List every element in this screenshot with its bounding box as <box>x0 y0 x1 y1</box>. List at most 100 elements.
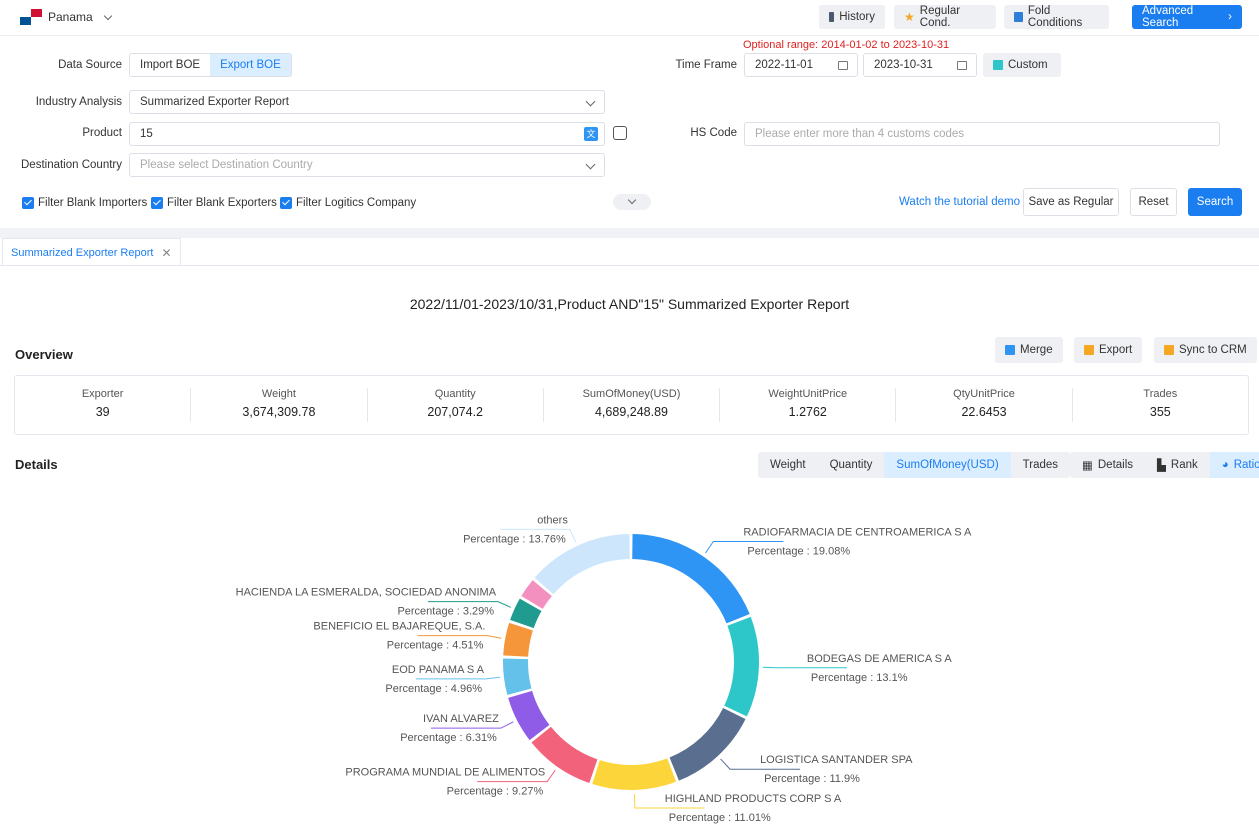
tab-rank-label: Rank <box>1170 459 1198 471</box>
slice-percentage-label: Percentage : 6.31% <box>400 732 497 744</box>
import-boe-option[interactable]: Import BOE <box>140 59 201 71</box>
donut-slice[interactable] <box>592 758 677 790</box>
chat-icon[interactable] <box>613 126 627 140</box>
table-icon: ▦ <box>1082 460 1093 472</box>
chevron-right-icon: › <box>1228 11 1232 23</box>
donut-slice[interactable] <box>669 708 746 781</box>
filter-label: Filter Blank Exporters <box>167 197 277 209</box>
pie-chart-icon: ◕ <box>1221 459 1229 471</box>
stat-label: QtyUnitPrice <box>953 388 1015 400</box>
slice-name-label: BENEFICIO EL BAJAREQUE, S.A. <box>313 621 485 633</box>
slice-percentage-label: Percentage : 11.01% <box>669 812 771 824</box>
donut-slice[interactable] <box>521 580 552 609</box>
custom-button[interactable]: Custom <box>983 53 1061 77</box>
stat-weight: Weight 3,674,309.78 <box>191 388 368 422</box>
stat-label: Exporter <box>81 388 124 400</box>
tab-rank[interactable]: ▙ Rank <box>1145 452 1210 478</box>
export-button[interactable]: Export <box>1074 337 1143 363</box>
stat-trades: Trades 355 <box>1073 388 1248 422</box>
checkbox-checked-icon <box>151 197 163 209</box>
report-title: 2022/11/01-2023/10/31,Product AND"15" Su… <box>409 296 850 312</box>
star-icon: ★ <box>904 10 915 24</box>
donut-slice[interactable] <box>632 534 750 624</box>
country-selector[interactable]: Panama <box>20 9 112 25</box>
slice-percentage-label: Percentage : 19.08% <box>747 545 850 557</box>
filter-blank-exporters-checkbox[interactable]: Filter Blank Exporters <box>151 197 277 209</box>
tutorial-link[interactable]: Watch the tutorial demo <box>899 196 1021 208</box>
stat-exporter: Exporter 39 <box>15 388 192 422</box>
view-tabs: ▦ Details ▙ Rank ◕ Ratio <box>1070 452 1259 478</box>
industry-analysis-select[interactable]: Summarized Exporter Report <box>129 90 605 114</box>
filter-blank-importers-checkbox[interactable]: Filter Blank Importers <box>22 197 147 209</box>
save-as-regular-button[interactable]: Save as Regular <box>1023 188 1119 216</box>
stat-sum-of-money: SumOfMoney(USD) 4,689,248.89 <box>544 388 721 422</box>
merge-label: Merge <box>1020 344 1053 356</box>
tab-details[interactable]: ▦ Details <box>1070 452 1145 478</box>
regular-cond-label: Regular Cond. <box>919 5 961 29</box>
advanced-search-label: Advanced Search <box>1142 5 1194 29</box>
donut-slice[interactable] <box>503 658 532 695</box>
slice-percentage-label: Percentage : 4.51% <box>387 640 484 652</box>
stat-label: SumOfMoney(USD) <box>582 388 681 400</box>
donut-slice[interactable] <box>531 726 598 784</box>
tab-quantity[interactable]: Quantity <box>829 459 873 471</box>
tab-ratio[interactable]: ◕ Ratio <box>1209 452 1259 478</box>
export-icon <box>1084 345 1094 355</box>
donut-slice[interactable] <box>534 534 630 595</box>
history-button[interactable]: History <box>819 5 885 29</box>
tab-sum-of-money[interactable]: SumOfMoney(USD) <box>884 452 1011 478</box>
product-input[interactable]: 15 文 <box>129 122 605 146</box>
filter-label: Filter Blank Importers <box>38 197 148 209</box>
tab-trades[interactable]: Trades <box>1022 459 1059 471</box>
stat-value: 22.6453 <box>961 405 1007 419</box>
stat-label: Quantity <box>434 388 476 400</box>
donut-slice[interactable] <box>508 690 550 741</box>
label-leader-line <box>428 601 512 608</box>
bar-chart-icon: ▙ <box>1157 460 1166 472</box>
slice-percentage-label: Percentage : 13.76% <box>463 533 566 545</box>
optional-range: Optional range: 2014-01-02 to 2023-10-31 <box>743 39 950 51</box>
slice-percentage-label: Percentage : 4.96% <box>385 683 482 695</box>
fold-conditions-button[interactable]: Fold Conditions <box>1004 5 1109 29</box>
stat-value: 4,689,248.89 <box>594 405 668 419</box>
export-boe-option[interactable]: Export BOE <box>210 54 291 76</box>
date-to-input[interactable]: 2023-10-31 <box>863 53 977 77</box>
chevron-down-icon <box>103 11 112 20</box>
slice-percentage-label: Percentage : 3.29% <box>397 606 494 618</box>
sync-crm-button[interactable]: Sync to CRM <box>1154 337 1257 363</box>
custom-label: Custom <box>1008 59 1048 71</box>
hs-code-input[interactable]: Please enter more than 4 customs codes <box>744 122 1220 146</box>
label-leader-line <box>430 721 514 729</box>
industry-analysis-value: Summarized Exporter Report <box>140 96 289 108</box>
slice-name-label: PROGRAMA MUNDIAL DE ALIMENTOS <box>345 767 545 779</box>
overview-title: Overview <box>15 347 73 362</box>
advanced-search-button[interactable]: Advanced Search › <box>1132 5 1242 29</box>
filter-label: Filter Logitics Company <box>296 197 417 209</box>
reset-button[interactable]: Reset <box>1130 188 1177 216</box>
metric-tabs: Weight Quantity SumOfMoney(USD) Trades <box>758 452 1071 478</box>
regular-cond-button[interactable]: ★ Regular Cond. <box>894 5 996 29</box>
label-leader-line <box>417 635 502 639</box>
report-tab[interactable]: Summarized Exporter Report ✕ <box>2 238 181 266</box>
donut-slice[interactable] <box>503 622 533 657</box>
close-icon[interactable]: ✕ <box>161 245 172 260</box>
slice-name-label: HACIENDA LA ESMERALDA, SOCIEDAD ANONIMA <box>236 587 497 599</box>
merge-button[interactable]: Merge <box>995 337 1063 363</box>
expand-toggle[interactable] <box>613 194 651 210</box>
destination-country-select[interactable]: Please select Destination Country <box>129 153 605 177</box>
filter-logistics-company-checkbox[interactable]: Filter Logitics Company <box>280 197 416 209</box>
search-button[interactable]: Search <box>1188 188 1242 216</box>
calendar-icon <box>957 61 967 70</box>
product-value: 15 <box>140 128 153 140</box>
slice-name-label: HIGHLAND PRODUCTS CORP S A <box>665 793 842 805</box>
stat-value: 355 <box>1149 405 1171 419</box>
tab-weight[interactable]: Weight <box>770 459 806 471</box>
date-to-value: 2023-10-31 <box>874 59 933 71</box>
stat-value: 3,674,309.78 <box>242 405 316 419</box>
label-leader-line <box>633 793 705 809</box>
donut-slice[interactable] <box>724 616 759 717</box>
donut-slice[interactable] <box>510 598 542 629</box>
date-from-input[interactable]: 2022-11-01 <box>744 53 858 77</box>
translate-icon[interactable]: 文 <box>584 127 598 141</box>
hs-code-placeholder: Please enter more than 4 customs codes <box>755 128 965 140</box>
